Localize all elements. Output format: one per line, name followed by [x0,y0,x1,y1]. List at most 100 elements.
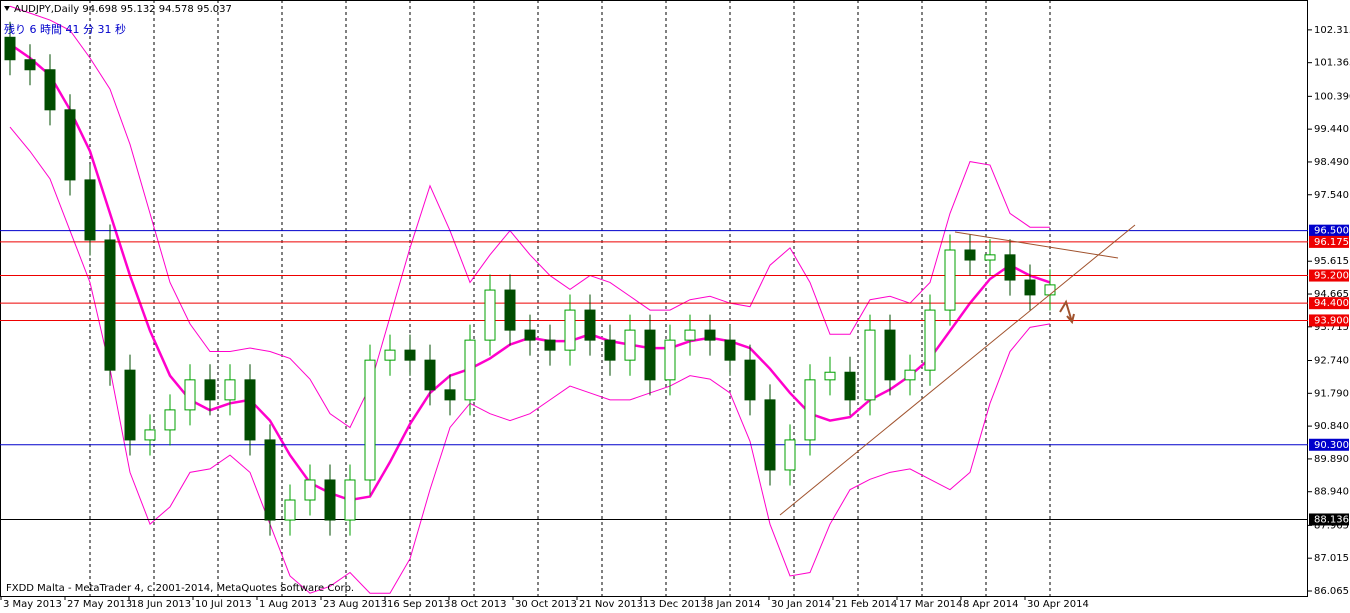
candle-body [924,309,936,371]
level-label-box [1309,235,1349,248]
x-tick-label: 1 Aug 2013 [259,599,317,610]
candle-body [724,339,736,361]
level-label-box [1309,513,1349,526]
candle-body [184,379,196,411]
candle-body [464,339,476,401]
y-tick-label: 86.065 [1314,586,1349,597]
candle-body [844,371,856,401]
candle-body [664,339,676,381]
candle-body [24,59,36,71]
x-tick-label: 30 Jan 2014 [771,599,831,610]
candle-body [624,329,636,361]
candle-body [1044,284,1056,296]
candle-body [964,249,976,261]
y-tick-label: 94.665 [1314,289,1349,300]
candle-body [344,479,356,521]
candle-body [704,329,716,341]
candle-body [824,371,836,381]
y-tick-label: 93.715 [1314,322,1349,333]
y-tick-label: 102.315 [1314,25,1350,36]
candle-body [884,329,896,381]
x-tick-label: 10 Jul 2013 [195,599,252,610]
arrow [1059,299,1075,325]
candle-body [264,439,276,521]
candle-body [124,369,136,441]
x-tick-label: 16 Sep 2013 [387,599,450,610]
candle-body [904,369,916,381]
candle-body [364,359,376,481]
x-tick-label: 8 Apr 2014 [963,599,1018,610]
candle-body [404,349,416,361]
plot-frame [0,0,1308,597]
levels [0,230,1308,520]
candle-body [984,254,996,261]
x-tick-label: 23 Aug 2013 [323,599,387,610]
candle-body [484,289,496,341]
candle-body [224,379,236,401]
candles [4,21,1056,536]
y-tick-label: 89.890 [1314,454,1349,465]
trendlines [779,224,1136,516]
x-tick-label: 18 Jun 2013 [131,599,191,610]
level-label-box [1309,297,1349,310]
candle-body [144,429,156,441]
candle-body [424,359,436,391]
y-tick-label: 99.440 [1314,124,1349,135]
candle-body [244,379,256,441]
footer: FXDD Malta - MetaTrader 4, c 2001-2014, … [6,583,354,594]
candle-body [84,179,96,241]
x-tick-label: 21 Feb 2014 [835,599,897,610]
y-tick-label: 98.490 [1314,157,1349,168]
y-tick-label: 87.015 [1314,553,1349,564]
x-tick-label: 17 Mar 2014 [899,599,962,610]
candle-body [804,379,816,441]
candle-body [644,329,656,381]
level-label: 95.200 [1314,271,1349,282]
indicator-line [9,5,1050,429]
level-label: 96.500 [1314,226,1349,237]
y-tick-label: 88.940 [1314,487,1349,498]
y-tick-label: 87.965 [1314,520,1349,531]
candle-body [304,479,316,501]
candle-body [584,309,596,341]
trendline [779,224,1136,516]
candle-body [384,349,396,361]
candle-body [284,499,296,521]
level-label: 88.136 [1314,514,1349,525]
level-label: 94.400 [1314,298,1349,309]
candle-body [4,36,16,61]
candle-body [324,479,336,521]
candle-body [604,339,616,361]
level-label-box [1309,224,1349,237]
candle-body [164,409,176,431]
candle-body [564,309,576,351]
y-tick-label: 97.540 [1314,190,1349,201]
candle-body [944,249,956,311]
level-label: 90.300 [1314,440,1349,451]
y-tick-label: 100.390 [1314,91,1350,102]
candle-body [204,379,216,401]
y-tick-label: 101.365 [1314,58,1350,69]
x-tick-label: 8 Oct 2013 [451,599,506,610]
y-tick-label: 92.740 [1314,356,1349,367]
symbol-line: AUDJPY,Daily 94.698 95.132 94.578 95.037 [14,4,232,15]
candle-body [64,109,76,181]
candle-body [784,439,796,471]
candle-body [524,329,536,341]
candle-body [864,329,876,401]
candle-body [104,239,116,371]
indicator-line [9,126,1051,594]
candle-body [504,289,516,331]
x-tick-label: 3 May 2013 [3,599,62,610]
y-tick-label: 90.840 [1314,421,1349,432]
level-label: 96.175 [1314,237,1349,248]
candle-body [444,389,456,401]
candle-body [544,339,556,351]
level-label-box [1309,269,1349,282]
x-tick-label: 13 Dec 2013 [643,599,707,610]
level-label-box [1309,438,1349,451]
level-label: 93.900 [1314,315,1349,326]
x-tick-label: 30 Apr 2014 [1027,599,1089,610]
